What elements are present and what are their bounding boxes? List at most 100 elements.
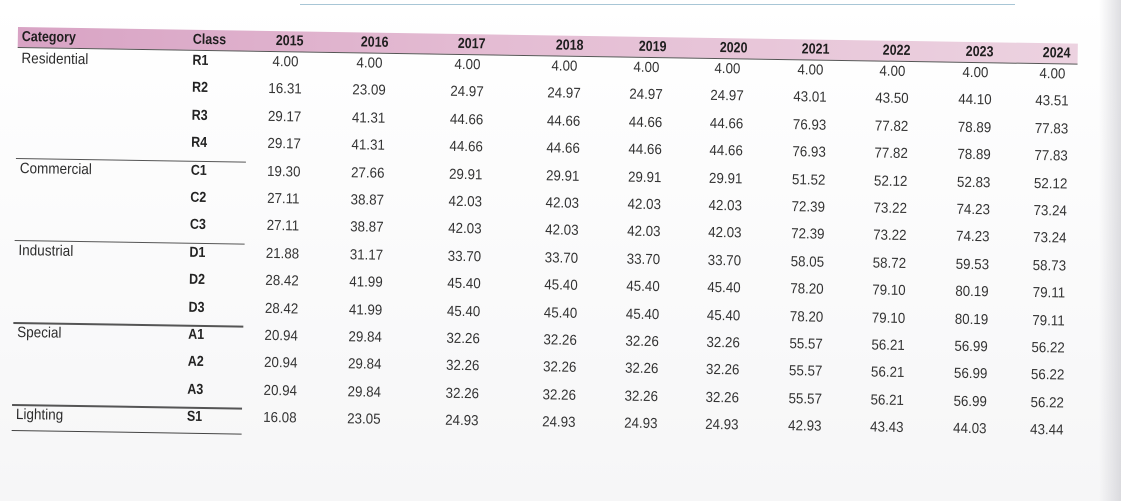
table-cell: 73.22 <box>872 227 907 245</box>
table-cell: 45.40 <box>544 277 578 295</box>
table-cell: 56.22 <box>1030 394 1065 412</box>
table-cell: 79.11 <box>1032 285 1066 302</box>
header-year: 2017 <box>457 35 486 53</box>
table-cell: 32.26 <box>543 332 577 349</box>
table-cell: 42.03 <box>627 223 661 241</box>
table-cell: 28.42 <box>264 300 299 318</box>
table-cell: 59.53 <box>955 256 990 274</box>
table-cell: 55.57 <box>788 390 823 408</box>
table-cell: 23.05 <box>347 411 381 428</box>
row-category: Residential <box>21 50 89 69</box>
table-cell: 33.70 <box>447 248 482 266</box>
table-cell: 74.23 <box>955 229 990 246</box>
row-class: R4 <box>191 134 208 152</box>
table-cell: 20.94 <box>263 382 298 400</box>
table-cell: 56.21 <box>870 364 905 382</box>
table-cell: 52.83 <box>956 174 991 191</box>
table-cell: 33.70 <box>626 251 661 268</box>
table-cell: 16.08 <box>263 410 297 427</box>
table-cell: 78.20 <box>790 281 824 298</box>
table-cell: 33.70 <box>707 252 742 270</box>
table-cell: 38.87 <box>350 219 384 237</box>
table-cell: 77.83 <box>1034 148 1068 165</box>
table-cell: 42.03 <box>448 221 482 238</box>
table-cell: 56.21 <box>871 337 905 354</box>
table-cell: 32.26 <box>446 330 480 348</box>
table-cell: 80.19 <box>954 311 989 328</box>
table-cell: 41.99 <box>349 274 383 291</box>
table-cell: 45.40 <box>706 307 741 324</box>
table-cell: 29.91 <box>448 166 483 183</box>
table-cell: 4.00 <box>633 59 660 77</box>
table-cell: 43.01 <box>793 89 827 107</box>
table-cell: 55.57 <box>789 336 823 353</box>
table-cell: 79.11 <box>1032 312 1065 330</box>
table-cell: 32.26 <box>706 334 740 352</box>
table-cell: 44.66 <box>709 115 744 133</box>
table-cell: 44.66 <box>628 114 663 131</box>
table-cell: 79.10 <box>872 282 906 300</box>
tariff-table: Category Class 2015 2016 2017 2018 2019 … <box>11 27 1079 464</box>
table-cell: 42.93 <box>787 418 822 435</box>
table-cell: 74.23 <box>956 201 991 219</box>
table-cell: 32.26 <box>705 389 740 407</box>
table-cell: 77.82 <box>874 145 908 163</box>
table-cell: 23.09 <box>352 82 386 100</box>
table-cell: 78.20 <box>789 308 824 326</box>
header-class: Class <box>192 31 227 49</box>
table-cell: 43.44 <box>1029 422 1064 439</box>
table-cell: 29.91 <box>627 169 662 186</box>
table-cell: 24.93 <box>445 412 479 430</box>
table-cell: 19.30 <box>266 163 301 181</box>
row-class: R3 <box>191 107 208 124</box>
row-category: Commercial <box>19 159 92 178</box>
table-cell: 4.00 <box>962 64 989 82</box>
table-cell: 45.40 <box>446 303 481 320</box>
row-class: C1 <box>190 162 207 179</box>
row-class: S1 <box>186 408 203 426</box>
table-cell: 32.26 <box>445 385 480 403</box>
table-cell: 4.00 <box>454 56 481 74</box>
table-cell: 24.97 <box>629 87 663 104</box>
table-cell: 21.88 <box>265 245 300 263</box>
header-year: 2024 <box>1042 45 1071 62</box>
table-cell: 41.31 <box>351 110 386 127</box>
table-cell: 32.26 <box>542 387 577 404</box>
table-cell: 4.00 <box>879 63 906 80</box>
table-cell: 56.21 <box>870 392 905 409</box>
table-cell: 43.43 <box>869 419 904 437</box>
row-class: R2 <box>191 80 209 97</box>
table-cell: 78.89 <box>957 119 992 137</box>
row-category: Industrial <box>18 241 74 260</box>
table-cell: 42.03 <box>545 195 580 212</box>
table-cell: 42.03 <box>627 196 662 214</box>
table-cell: 4.00 <box>272 54 299 71</box>
table-cell: 76.93 <box>792 144 826 161</box>
table-cell: 45.40 <box>707 280 741 297</box>
table-cell: 44.66 <box>449 138 483 156</box>
table-cell: 27.11 <box>267 190 300 208</box>
table-cell: 43.51 <box>1035 93 1069 110</box>
header-year: 2015 <box>275 33 304 50</box>
table-cell: 24.97 <box>710 88 744 105</box>
table-cell: 45.40 <box>625 306 660 323</box>
table-cell: 51.52 <box>791 171 826 189</box>
table-cell: 56.99 <box>953 366 988 383</box>
header-year: 2022 <box>882 42 911 60</box>
table-cell: 73.22 <box>873 200 908 217</box>
table-cell: 38.87 <box>350 192 385 209</box>
table-cell: 42.03 <box>708 225 742 242</box>
table-cell: 29.84 <box>348 329 382 346</box>
row-class: D1 <box>189 244 206 261</box>
table-cell: 32.26 <box>625 333 659 351</box>
table-cell: 73.24 <box>1032 230 1067 247</box>
table-cell: 45.40 <box>626 278 660 296</box>
table-cell: 45.40 <box>543 304 578 322</box>
table-cell: 58.73 <box>1032 257 1067 275</box>
table-cell: 44.10 <box>958 92 992 109</box>
table-cell: 4.00 <box>551 58 578 75</box>
table-cell: 20.94 <box>264 327 298 345</box>
table-cell: 43.50 <box>875 90 909 108</box>
table-cell: 24.93 <box>542 414 576 431</box>
table-cell: 80.19 <box>955 283 989 301</box>
